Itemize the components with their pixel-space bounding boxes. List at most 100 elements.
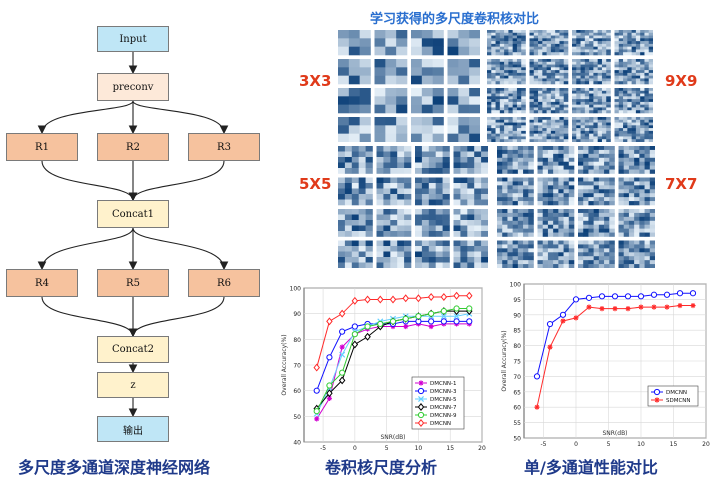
y-tick-label: 60: [293, 388, 301, 395]
channel-compare-chart: 50 55 60 65 70 75 80 85 90 95 100 -5 0 5 10 15 20 SNR(dB)…: [501, 282, 710, 449]
y-tick-label: 100: [510, 282, 522, 289]
data-point: [338, 309, 346, 318]
data-point: [326, 395, 333, 401]
x-tick-label: 10: [415, 445, 423, 450]
data-point: [364, 332, 371, 341]
kernel-tile: [447, 30, 481, 56]
data-point: [466, 318, 473, 325]
kernel-tile: [572, 30, 611, 56]
data-point: [326, 389, 333, 398]
data-point: [339, 328, 346, 335]
data-point: [586, 304, 592, 310]
kernel-tile: [415, 177, 450, 206]
kernel-tile: [487, 117, 526, 143]
x-tick-label: 20: [702, 441, 710, 448]
kernel-tile: [374, 59, 408, 85]
x-tick-label: 15: [446, 445, 454, 450]
data-point: [440, 308, 447, 315]
y-axis-label: Overall Accuracy(%): [501, 330, 508, 391]
x-tick-label: 5: [385, 445, 389, 450]
x-axis-label: SNR(dB): [602, 430, 627, 437]
data-point: [389, 318, 397, 325]
kernel-tile: [338, 30, 371, 56]
channel-compare-caption: 单/多通道性能对比: [524, 458, 658, 477]
kernel-tile: [537, 146, 575, 174]
kernel-tile: [529, 88, 569, 114]
x-tick-label: 10: [637, 441, 645, 448]
y-tick-label: 100: [290, 286, 302, 293]
kernel-tile: [572, 88, 611, 114]
x-tick-label: -5: [320, 445, 326, 450]
kernel-tile: [447, 117, 481, 143]
kernel-tile: [453, 240, 489, 269]
r6-node: R6: [188, 269, 260, 297]
data-point: [339, 351, 346, 358]
data-point: [417, 395, 425, 403]
data-point: [428, 310, 435, 317]
kernel-tile: [453, 146, 489, 174]
data-point: [650, 291, 658, 298]
kernel-tile: [497, 209, 534, 237]
data-point: [653, 388, 661, 396]
data-point: [664, 304, 670, 310]
kernel-tile: [338, 146, 373, 174]
data-point: [402, 315, 409, 322]
kernel-tile: [487, 30, 526, 56]
data-point: [651, 304, 657, 310]
kernel-tile: [537, 177, 575, 206]
data-point: [427, 292, 435, 301]
label-5x5: 5X5: [299, 175, 332, 193]
kernel-tile: [572, 117, 611, 143]
kernel-grid-7x7: [497, 146, 656, 269]
kernel-tile: [537, 240, 575, 269]
kernel-tile: [618, 146, 656, 174]
x-axis-label: SNR(dB): [380, 434, 405, 441]
legend-label: DMCNN-7: [430, 405, 457, 411]
r4-node: R4: [6, 269, 78, 297]
kernel-tile: [614, 59, 654, 85]
x-tick-label: -5: [541, 441, 547, 448]
data-point: [415, 313, 422, 320]
y-tick-label: 90: [293, 311, 301, 318]
kernel-tile: [338, 59, 371, 85]
kernel-tile: [453, 209, 489, 237]
x-tick-label: 5: [607, 441, 611, 448]
data-point: [377, 295, 384, 304]
data-point: [313, 408, 320, 415]
kernel-tile: [338, 177, 373, 206]
data-point: [440, 313, 447, 320]
kernel-tile: [376, 177, 412, 206]
kernel-tile: [487, 88, 526, 114]
data-point: [559, 311, 567, 318]
legend-label: SDMCNN: [666, 398, 691, 404]
data-point: [547, 344, 553, 350]
kernel-tile: [411, 88, 444, 114]
data-point: [440, 318, 447, 325]
data-point: [415, 294, 422, 303]
data-point: [364, 323, 371, 330]
data-point: [313, 363, 320, 372]
data-point: [572, 296, 580, 303]
legend-label: DMCNN: [430, 421, 451, 427]
data-point: [326, 382, 333, 389]
z-node: z: [97, 372, 169, 398]
x-tick-label: 0: [574, 441, 578, 448]
kernel-tile: [447, 59, 481, 85]
y-tick-label: 55: [513, 420, 521, 427]
legend-label: DMCNN-9: [430, 413, 457, 419]
data-point: [351, 323, 358, 330]
kernel-grid-3x3: [338, 30, 481, 143]
preconv-node: preconv: [97, 73, 169, 101]
kernel-tile: [338, 240, 373, 269]
data-point: [351, 331, 358, 338]
kernel-tile: [618, 209, 656, 237]
legend-label: DMCNN-3: [430, 389, 457, 395]
output-node: 输出: [97, 416, 169, 442]
kernel-tile: [578, 240, 615, 269]
data-point: [534, 404, 540, 410]
data-point: [466, 305, 473, 312]
y-axis-label: Overall Accuracy(%): [281, 334, 288, 395]
data-point: [598, 293, 606, 300]
kernel-tile: [497, 177, 534, 206]
r2-node: R2: [97, 133, 169, 161]
